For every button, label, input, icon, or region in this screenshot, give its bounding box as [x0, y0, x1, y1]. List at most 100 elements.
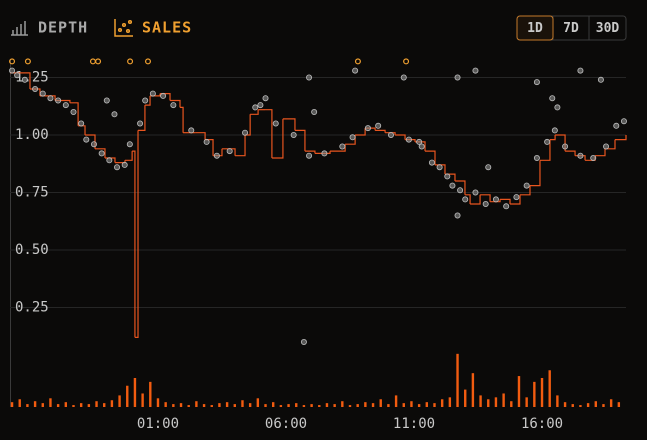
- volume-bar: [448, 397, 452, 407]
- volume-bar: [594, 401, 597, 407]
- sale-point: [142, 97, 149, 104]
- volume-bar: [218, 403, 221, 407]
- range-button[interactable]: [516, 15, 554, 41]
- volume-bar: [556, 395, 559, 407]
- price-step: [138, 105, 146, 131]
- price-step: [235, 135, 246, 157]
- sale-point: [272, 120, 279, 127]
- sale-point: [485, 164, 492, 171]
- volume-bar: [41, 403, 44, 407]
- volume-bar: [417, 404, 421, 407]
- sale-point: [457, 187, 464, 194]
- price-step: [605, 139, 616, 150]
- volume-bar: [487, 399, 490, 407]
- volume-bar: [333, 404, 336, 407]
- volume-bar: [10, 402, 14, 407]
- depth-tab[interactable]: DEPTH: [38, 19, 88, 37]
- volume-bar: [394, 395, 398, 407]
- range-label[interactable]: 7D: [563, 21, 579, 36]
- sale-point: [262, 95, 269, 102]
- volume-bar: [371, 403, 375, 407]
- sale-point: [106, 157, 113, 164]
- sale-point: [462, 196, 469, 203]
- sale-point: [482, 200, 489, 207]
- sale-point: [613, 122, 620, 129]
- price-step: [395, 134, 406, 140]
- volume-bar: [118, 395, 121, 407]
- price-step: [265, 109, 273, 158]
- volume-bar: [571, 404, 574, 407]
- price-step: [520, 185, 531, 196]
- sale-point: [364, 125, 371, 132]
- sale-point: [400, 74, 407, 81]
- clipped-point: [144, 58, 151, 65]
- volume-bar: [617, 402, 621, 407]
- volume-bar: [79, 403, 83, 407]
- volume-bar: [425, 402, 429, 407]
- sale-point: [14, 72, 21, 79]
- volume-bar: [179, 403, 183, 407]
- sale-point: [98, 150, 105, 157]
- range-label[interactable]: 30D: [596, 21, 620, 36]
- volume-bar: [279, 405, 283, 407]
- volume-bar: [502, 393, 505, 407]
- volume-bar: [602, 404, 605, 407]
- clipped-point: [9, 58, 16, 65]
- volume-bar: [517, 376, 521, 407]
- price-step: [375, 129, 386, 133]
- price-step: [180, 106, 184, 133]
- volume-bar: [295, 403, 298, 407]
- volume-bar: [318, 405, 321, 407]
- price-step: [510, 194, 521, 205]
- volume-bar: [126, 385, 129, 407]
- sale-point: [121, 161, 128, 168]
- price-step: [95, 148, 106, 158]
- sale-point: [590, 154, 597, 161]
- sales-tab[interactable]: SALES: [142, 19, 192, 37]
- price-step: [134, 130, 139, 338]
- sale-point: [47, 95, 54, 102]
- volume-bar: [364, 402, 367, 407]
- sale-point: [114, 164, 121, 171]
- sale-point: [620, 118, 627, 125]
- sale-point: [454, 212, 461, 219]
- sale-point: [39, 90, 46, 97]
- volume-bar: [225, 402, 229, 407]
- sale-point: [32, 86, 39, 93]
- price-step: [490, 199, 501, 203]
- sale-point: [126, 141, 133, 148]
- volume-bar: [579, 405, 582, 407]
- sale-point: [103, 97, 110, 104]
- sale-point: [577, 67, 584, 74]
- range-label[interactable]: 1D: [527, 21, 543, 36]
- sale-point: [436, 164, 443, 171]
- price-step: [425, 150, 436, 165]
- volume-bar: [133, 378, 137, 407]
- price-step: [454, 180, 466, 195]
- sale-point: [9, 67, 16, 74]
- volume-bar: [379, 399, 382, 407]
- price-step: [595, 148, 606, 157]
- volume-bar: [525, 397, 528, 407]
- sale-point: [375, 122, 382, 129]
- sale-point: [70, 109, 77, 116]
- price-step: [294, 129, 306, 152]
- volume-bar: [271, 402, 275, 407]
- price-step: [39, 95, 56, 101]
- sale-point: [137, 120, 144, 127]
- volume-bar: [241, 400, 244, 407]
- sale-point: [213, 152, 220, 159]
- sale-point: [405, 136, 412, 143]
- y-tick-label: 0.50: [15, 242, 49, 258]
- sale-point: [544, 138, 551, 145]
- sale-point: [416, 138, 423, 145]
- sale-point: [352, 67, 359, 74]
- sale-point: [472, 67, 479, 74]
- volume-bar: [33, 401, 37, 407]
- sale-point: [339, 143, 346, 150]
- price-step: [144, 95, 151, 106]
- price-step: [170, 99, 181, 108]
- sale-point: [306, 152, 313, 159]
- sale-point: [444, 173, 451, 180]
- volume-bar: [440, 399, 444, 407]
